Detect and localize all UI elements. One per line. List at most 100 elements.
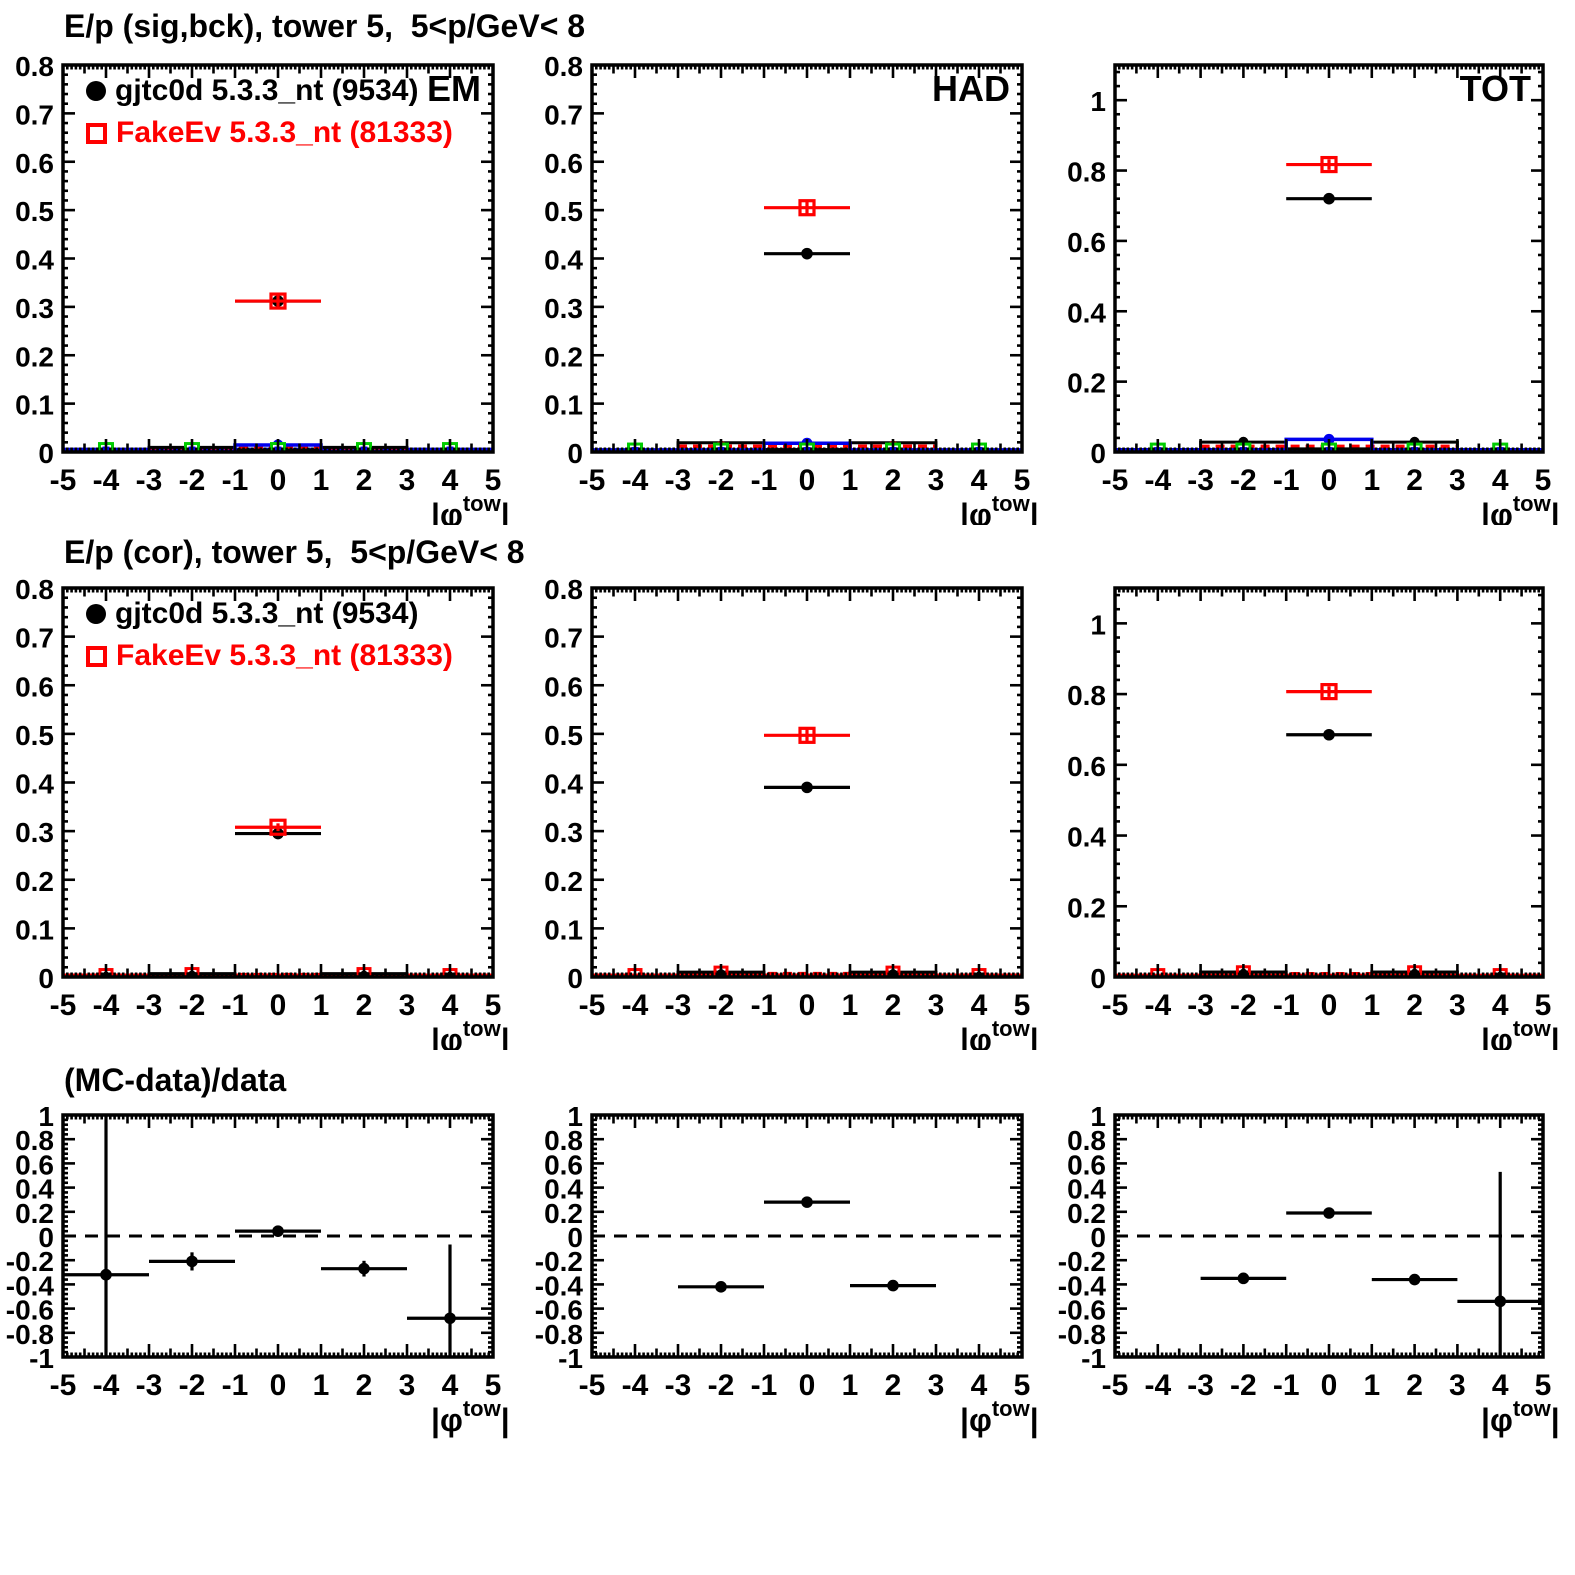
- svg-text:-0.8: -0.8: [1058, 1319, 1106, 1350]
- svg-text:0.3: 0.3: [544, 293, 583, 324]
- svg-text:-5: -5: [50, 464, 77, 497]
- svg-text:0.5: 0.5: [544, 720, 583, 751]
- open-square-marker-icon: [86, 645, 107, 667]
- svg-text:5: 5: [1535, 1369, 1552, 1402]
- svg-text:-2: -2: [179, 989, 206, 1022]
- legend-label-data: gjtc0d 5.3.3_nt (9534): [115, 597, 419, 630]
- svg-text:0.4: 0.4: [1067, 297, 1106, 328]
- svg-text:2: 2: [356, 1369, 373, 1402]
- svg-text:0: 0: [799, 989, 816, 1022]
- svg-text:0.6: 0.6: [544, 148, 583, 179]
- svg-text:-3: -3: [1187, 1369, 1214, 1402]
- svg-text:0.4: 0.4: [544, 769, 583, 800]
- svg-text:0: 0: [38, 438, 54, 469]
- axes-ticks: [1113, 1113, 1545, 1359]
- axis-labels: 00.10.20.30.40.50.60.70.8-5 -4 -3 -2 -1 0 1 2 3 4…: [15, 574, 501, 1022]
- svg-text:-1: -1: [29, 1343, 54, 1374]
- axis-labels: -1-0.8-0.6-0.4-0.200.20.40.60.81-5 -4 -3 -2…: [535, 1101, 1031, 1402]
- svg-text:1: 1: [842, 1369, 859, 1402]
- x-axis-title: |φtow|: [1481, 1016, 1560, 1050]
- svg-text:1: 1: [1090, 609, 1106, 640]
- plot-frame: [1115, 65, 1543, 452]
- legend-entry-mc: FakeEv 5.3.3_nt (81333): [86, 114, 453, 152]
- svg-text:4: 4: [1492, 464, 1509, 497]
- x-axis-title: |φtow|: [1481, 1396, 1560, 1438]
- svg-text:0.6: 0.6: [1067, 1149, 1106, 1180]
- svg-text:0.4: 0.4: [544, 1174, 583, 1205]
- svg-text:0.3: 0.3: [15, 817, 54, 848]
- svg-text:4: 4: [442, 1369, 459, 1402]
- svg-text:0.2: 0.2: [544, 341, 583, 372]
- svg-text:1: 1: [313, 1369, 330, 1402]
- svg-text:0: 0: [567, 438, 583, 469]
- svg-text:-5: -5: [1102, 989, 1129, 1022]
- svg-text:-2: -2: [708, 1369, 735, 1402]
- svg-text:3: 3: [399, 1369, 416, 1402]
- svg-text:-2: -2: [1230, 464, 1257, 497]
- filled-circle-marker-icon: [86, 81, 106, 101]
- plot-content: [63, 1115, 493, 1357]
- svg-text:-0.2: -0.2: [535, 1246, 583, 1277]
- axes-ticks: [61, 586, 495, 979]
- svg-text:-4: -4: [622, 464, 649, 497]
- svg-text:0.3: 0.3: [544, 817, 583, 848]
- plot-content: [592, 1196, 1022, 1293]
- svg-text:-0.6: -0.6: [1058, 1295, 1106, 1326]
- svg-text:-1: -1: [222, 464, 249, 497]
- data-point: [1323, 1207, 1335, 1219]
- svg-text:2: 2: [885, 1369, 902, 1402]
- svg-text:0.7: 0.7: [15, 99, 54, 130]
- svg-text:5: 5: [1535, 464, 1552, 497]
- svg-text:-4: -4: [622, 989, 649, 1022]
- series-ratio: [63, 1115, 493, 1357]
- svg-text:0: 0: [38, 963, 54, 994]
- series-FakeEv: [1286, 155, 1372, 174]
- svg-text:0: 0: [799, 1369, 816, 1402]
- svg-text:1: 1: [1090, 86, 1106, 117]
- svg-text:1: 1: [1090, 1101, 1106, 1132]
- svg-text:4: 4: [971, 989, 988, 1022]
- plot-frame: [63, 65, 493, 452]
- svg-text:5: 5: [1014, 464, 1031, 497]
- svg-text:-1: -1: [1273, 989, 1300, 1022]
- data-point: [186, 1255, 198, 1268]
- mc-point: [269, 292, 287, 310]
- svg-text:0.8: 0.8: [544, 574, 583, 605]
- svg-text:0.4: 0.4: [15, 245, 54, 276]
- svg-text:-1: -1: [1273, 464, 1300, 497]
- svg-text:0.2: 0.2: [15, 341, 54, 372]
- svg-text:-4: -4: [93, 464, 120, 497]
- svg-text:0: 0: [1090, 1222, 1106, 1253]
- svg-text:-4: -4: [622, 1369, 649, 1402]
- svg-text:-3: -3: [136, 989, 163, 1022]
- corner-label-tot: TOT: [1459, 68, 1531, 109]
- data-point: [1323, 192, 1335, 205]
- svg-text:-4: -4: [93, 1369, 120, 1402]
- svg-text:0: 0: [567, 1222, 583, 1253]
- data-point: [358, 1262, 370, 1275]
- svg-text:-0.2: -0.2: [6, 1246, 54, 1277]
- mc-point: [269, 818, 287, 836]
- svg-text:-4: -4: [1144, 989, 1171, 1022]
- svg-text:-3: -3: [665, 1369, 692, 1402]
- axis-labels: 00.20.40.60.81-5 -4 -3 -2 -1 0 1 2 3 4 5: [1067, 609, 1551, 1022]
- svg-text:4: 4: [442, 464, 459, 497]
- legend-entry-mc: FakeEv 5.3.3_nt (81333): [86, 637, 453, 675]
- axis-labels: 00.10.20.30.40.50.60.70.8-5 -4 -3 -2 -1 0 1 2 3 4…: [15, 51, 501, 497]
- legend-label-mc: FakeEv 5.3.3_nt (81333): [116, 639, 453, 672]
- title-ep-sigbck: E/p (sig,bck), tower 5, 5<p/GeV< 8: [64, 8, 586, 44]
- axes-ticks: [61, 63, 495, 454]
- svg-text:-1: -1: [751, 989, 778, 1022]
- svg-text:0: 0: [270, 1369, 287, 1402]
- mc-point: [1320, 155, 1338, 174]
- svg-text:-5: -5: [50, 1369, 77, 1402]
- svg-text:0.6: 0.6: [15, 671, 54, 702]
- svg-text:0.7: 0.7: [544, 99, 583, 130]
- axes-ticks: [61, 1113, 495, 1359]
- svg-text:0: 0: [1090, 963, 1106, 994]
- svg-text:4: 4: [442, 989, 459, 1022]
- svg-text:-0.4: -0.4: [535, 1270, 584, 1301]
- svg-text:0.6: 0.6: [15, 1149, 54, 1180]
- svg-text:-3: -3: [136, 1369, 163, 1402]
- svg-text:4: 4: [971, 464, 988, 497]
